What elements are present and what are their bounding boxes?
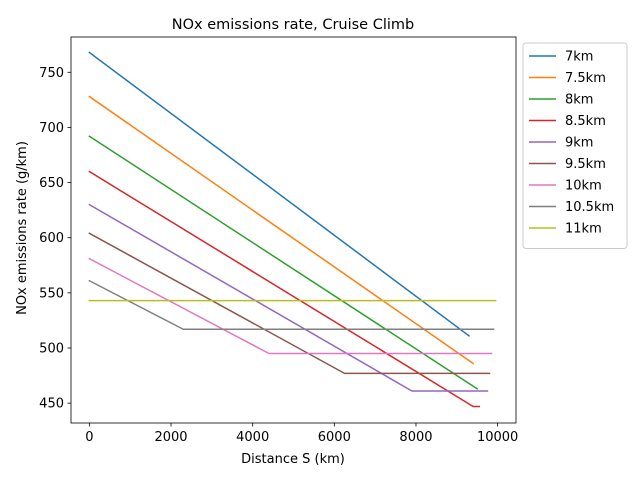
x-tick-label-2: 4000 xyxy=(236,430,269,445)
legend-label-1: 7.5km xyxy=(565,71,606,86)
legend-label-0: 7km xyxy=(565,50,593,65)
y-tick-label-1: 500 xyxy=(39,342,64,357)
legend-label-6: 10km xyxy=(565,179,602,194)
y-tick-label-6: 750 xyxy=(39,66,64,81)
x-tick-label-0: 0 xyxy=(85,430,93,445)
y-axis-label: NOx emissions rate (g/km) xyxy=(15,141,30,315)
series-layer xyxy=(88,51,497,408)
series-line-3 xyxy=(88,170,481,408)
y-tick-label-3: 600 xyxy=(39,231,64,246)
y-tick-label-4: 650 xyxy=(39,176,64,191)
series-line-1 xyxy=(88,95,475,365)
x-axis-label: Distance S (km) xyxy=(241,452,345,467)
legend-label-5: 9.5km xyxy=(565,157,606,172)
legend-label-2: 8km xyxy=(565,93,593,108)
x-tick-label-5: 10000 xyxy=(477,430,518,445)
chart-title: NOx emissions rate, Cruise Climb xyxy=(172,17,414,33)
series-line-5 xyxy=(88,232,491,375)
axes-layer: 0 2000 4000 6000 8000 10000 450 500 550 600 650 700… xyxy=(39,36,518,445)
legend-label-4: 9km xyxy=(565,136,593,151)
legend: 7km 7.5km 8km 8.5km 9km 9.5km 10km 10.5km 11km xyxy=(522,42,628,249)
plot-frame xyxy=(70,36,517,424)
y-tick-label-2: 550 xyxy=(39,286,64,301)
legend-label-3: 8.5km xyxy=(565,114,606,129)
x-tick-label-3: 6000 xyxy=(318,430,351,445)
legend-label-7: 10.5km xyxy=(565,200,614,215)
series-line-6 xyxy=(88,257,493,355)
x-tick-label-4: 8000 xyxy=(399,430,432,445)
legend-frame xyxy=(522,42,628,249)
series-line-2 xyxy=(88,135,479,390)
series-line-4 xyxy=(88,203,489,392)
legend-label-8: 11km xyxy=(565,222,602,237)
y-tick-label-5: 700 xyxy=(39,121,64,136)
series-line-7 xyxy=(88,279,495,331)
series-line-0 xyxy=(88,51,471,337)
y-tick-label-0: 450 xyxy=(39,397,64,412)
x-tick-label-1: 2000 xyxy=(154,430,187,445)
